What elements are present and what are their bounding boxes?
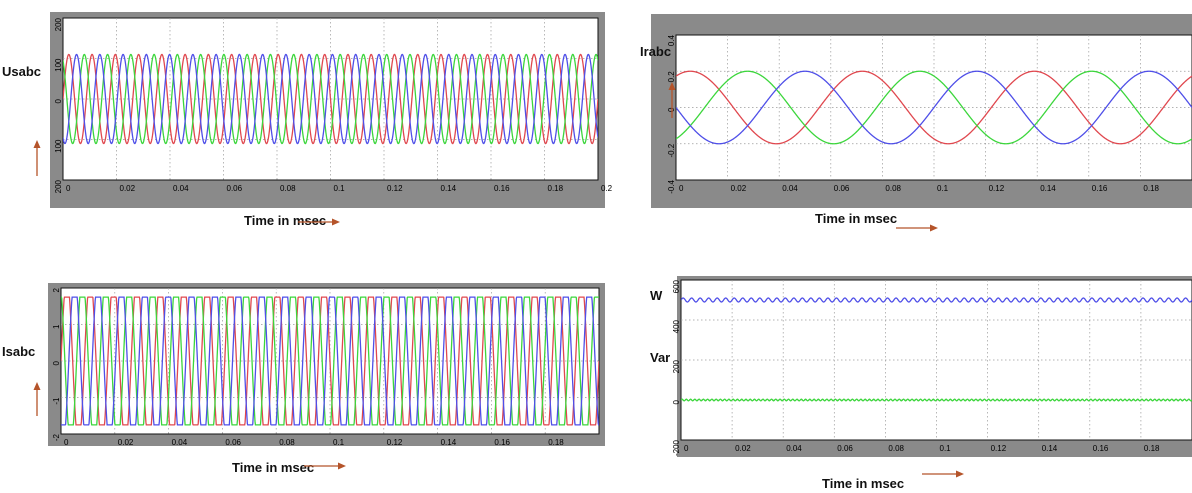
series-line-1 (676, 70, 1192, 145)
x-tick-label: 0.1 (940, 444, 952, 453)
x-tick-label: 0.14 (441, 438, 457, 447)
y-tick-label: -200 (672, 439, 681, 456)
chart-panel-3: 0 0.02 0.04 0.06 0.08 0.1 0.12 0.14 0.16 0.18210-… (2, 283, 605, 475)
x-tick-label: 0.16 (494, 184, 510, 193)
x-tick-label: 0 (679, 184, 684, 193)
series-line-1 (61, 296, 599, 426)
y-tick-label: 100 (54, 58, 63, 72)
x-tick-label: 0.12 (989, 184, 1005, 193)
x-tick-label: 0.14 (1042, 444, 1058, 453)
x-tick-label: 0.16 (1093, 444, 1109, 453)
x-axis-label: Time in msec (815, 211, 897, 226)
x-axis-arrowhead (930, 224, 938, 232)
series-line-1 (63, 53, 598, 145)
series-line-3 (63, 53, 598, 145)
y-tick-label: -0.2 (667, 143, 676, 157)
x-tick-label: 0.18 (548, 184, 564, 193)
y-tick-label: -0.4 (667, 179, 676, 193)
x-tick-label: 0.1 (334, 184, 346, 193)
x-tick-label: 0.04 (786, 444, 802, 453)
x-tick-label: 0.18 (1144, 444, 1160, 453)
x-tick-label: 0.12 (991, 444, 1007, 453)
x-tick-label: 0.18 (548, 438, 564, 447)
x-tick-label: 0.02 (735, 444, 751, 453)
x-tick-label: 0.06 (227, 184, 243, 193)
y-tick-label: 200 (54, 179, 63, 193)
y-tick-label: 0 (672, 399, 681, 404)
y-tick-label: 100 (54, 139, 63, 153)
y-axis-arrowhead (33, 382, 41, 390)
x-axis-label: Time in msec (244, 213, 326, 228)
y-axis-arrowhead (668, 82, 676, 90)
y-tick-label: 2 (52, 287, 61, 292)
chart-panel-2: 0 0.02 0.04 0.06 0.08 0.1 0.12 0.14 0.16 0.18 0.4 0… (640, 14, 1192, 232)
y-tick-label: 200 (672, 359, 681, 373)
x-tick-label: 0 (64, 438, 69, 447)
x-tick-label: 0.02 (120, 184, 136, 193)
x-axis-label: Time in msec (822, 476, 904, 491)
x-tick-label: 0.06 (837, 444, 853, 453)
x-tick-label: 0.12 (387, 184, 403, 193)
y-axis-label: Usabc (2, 64, 41, 79)
x-tick-label: 0.04 (782, 184, 798, 193)
y-tick-label: 200 (54, 17, 63, 31)
y-tick-label: 0 (52, 360, 61, 365)
series-line-2 (63, 53, 598, 145)
x-axis-arrowhead (956, 470, 964, 478)
series-line-2 (676, 70, 1192, 145)
y-axis-label: Isabc (2, 344, 35, 359)
x-tick-label: 0.2 (601, 184, 613, 193)
y-tick-label: 600 (672, 279, 681, 293)
y-tick-label: 1 (52, 324, 61, 329)
x-tick-label: 0.08 (888, 444, 904, 453)
y-axis-label-secondary: Var (650, 350, 670, 365)
x-tick-label: 0.1 (937, 184, 949, 193)
series-line-3 (61, 296, 599, 426)
x-tick-label: 0.02 (731, 184, 747, 193)
chart-panel-4: 0 0.02 0.04 0.06 0.08 0.1 0.12 0.14 0.16 0.18 600 4… (650, 276, 1192, 491)
series-line-3 (676, 70, 1192, 145)
x-tick-label: 0.04 (173, 184, 189, 193)
x-axis-label: Time in msec (232, 460, 314, 475)
x-tick-label: 0.02 (118, 438, 134, 447)
x-tick-label: 0.18 (1143, 184, 1159, 193)
y-axis-label: Irabc (640, 44, 671, 59)
x-tick-label: 0.08 (885, 184, 901, 193)
y-tick-label: 400 (672, 319, 681, 333)
y-axis-label: W (650, 288, 663, 303)
x-tick-label: 0.08 (279, 438, 295, 447)
series-line-2 (681, 398, 1192, 402)
y-tick-label: -1 (52, 397, 61, 405)
x-tick-label: 0 (684, 444, 689, 453)
x-tick-label: 0.16 (494, 438, 510, 447)
x-tick-label: 0.1 (333, 438, 345, 447)
x-axis-arrowhead (332, 218, 340, 226)
x-tick-label: 0.16 (1092, 184, 1108, 193)
chart-panel-1: 0 0.02 0.04 0.06 0.08 0.1 0.12 0.14 0.16 0.18 0.2 2… (2, 12, 613, 228)
y-axis-arrowhead (33, 140, 41, 148)
x-tick-label: 0.06 (225, 438, 241, 447)
x-tick-label: 0.04 (172, 438, 188, 447)
y-tick-label: -2 (52, 433, 61, 441)
x-tick-label: 0.14 (1040, 184, 1056, 193)
y-tick-label: 0.4 (667, 34, 676, 46)
x-tick-label: 0 (66, 184, 71, 193)
series-line-2 (61, 296, 599, 426)
series-line-1 (681, 297, 1192, 303)
x-axis-arrowhead (338, 462, 346, 470)
y-tick-label: 0.2 (667, 71, 676, 83)
x-tick-label: 0.12 (387, 438, 403, 447)
x-tick-label: 0.06 (834, 184, 850, 193)
y-tick-label: 0 (54, 98, 63, 103)
x-tick-label: 0.08 (280, 184, 296, 193)
x-tick-label: 0.14 (441, 184, 457, 193)
